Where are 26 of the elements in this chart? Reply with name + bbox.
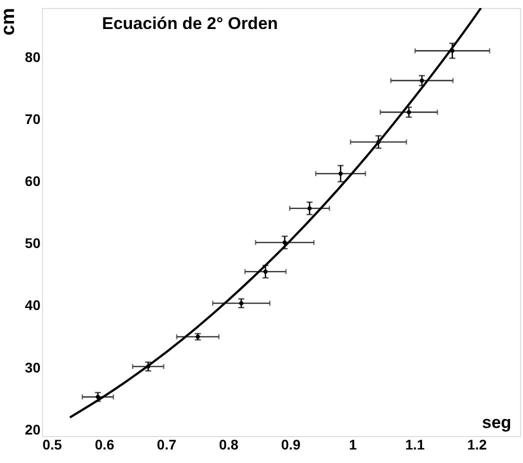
point bbox=[406, 110, 411, 114]
point bbox=[263, 270, 268, 274]
x-tick-label: 1 bbox=[348, 436, 357, 452]
x-axis-title: seg bbox=[482, 413, 512, 432]
x-tick-label: 0.6 bbox=[94, 436, 115, 452]
point bbox=[307, 206, 312, 210]
point bbox=[239, 301, 244, 306]
x-tick-label: 0.5 bbox=[42, 436, 62, 452]
x-tick-label: 0.8 bbox=[219, 436, 239, 452]
point bbox=[338, 172, 343, 176]
chart-title: Ecuación de 2° Orden bbox=[102, 14, 278, 33]
x-tick-label: 0.9 bbox=[281, 436, 301, 452]
x-tick-label: 0.7 bbox=[156, 436, 177, 452]
x-tick-label: 1.1 bbox=[405, 436, 425, 452]
y-tick-label: 40 bbox=[24, 297, 41, 314]
y-tick-label: 50 bbox=[24, 235, 41, 252]
y-tick-label: 30 bbox=[24, 359, 41, 376]
x-tick-label: 1.2 bbox=[467, 436, 487, 452]
y-tick-label: 80 bbox=[24, 49, 41, 66]
y-tick-label: 20 bbox=[24, 421, 41, 438]
line-series bbox=[68, 8, 482, 418]
point bbox=[282, 240, 287, 245]
y-tick-label: 60 bbox=[24, 173, 41, 190]
y-tick-label: 70 bbox=[24, 111, 41, 128]
y-axis-title: cm bbox=[0, 8, 19, 36]
point bbox=[420, 78, 424, 83]
